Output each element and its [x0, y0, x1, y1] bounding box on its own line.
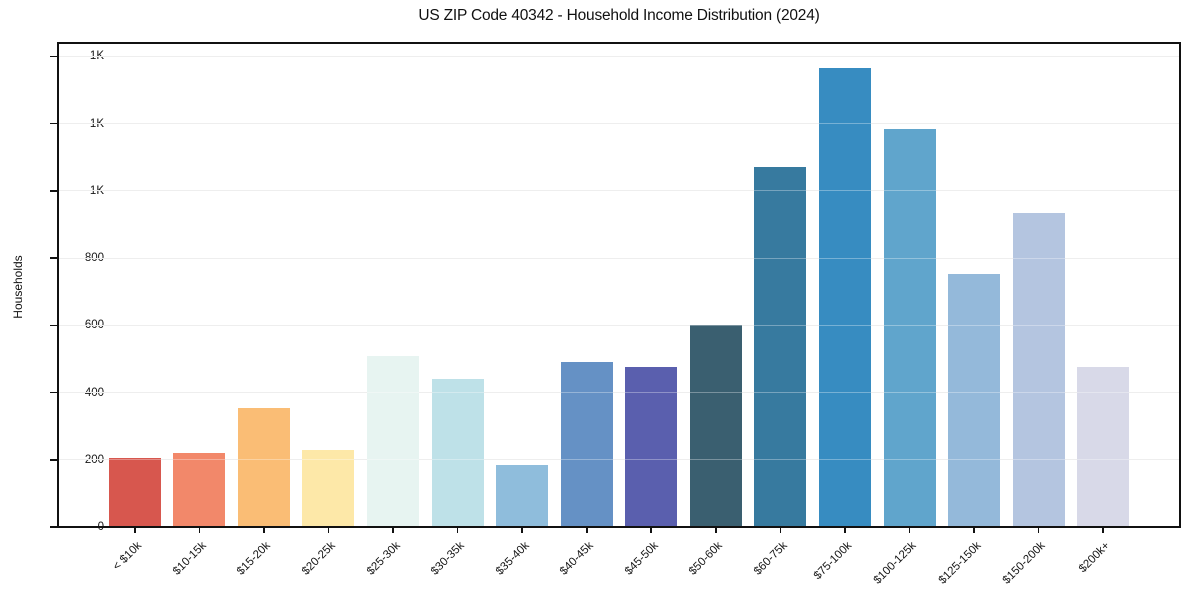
x-tick-label: $15-20k — [235, 539, 274, 578]
x-tick-label: $40-45k — [558, 539, 596, 578]
x-tick-label: $75-100k — [811, 539, 855, 583]
y-tick-mark — [50, 122, 57, 125]
y-tick-mark — [50, 458, 57, 461]
gridline — [58, 123, 1180, 125]
bar-30-35k — [431, 379, 484, 527]
x-tick-label: $125-150k — [936, 539, 984, 587]
plot-spine-bottom — [57, 526, 1181, 528]
x-tick-mark — [715, 528, 717, 533]
y-tick-mark — [50, 391, 57, 394]
gridline-overlay — [58, 55, 1180, 57]
x-tick-mark — [1037, 528, 1040, 533]
bar-125-150k — [948, 274, 1001, 527]
bar-25-30k — [367, 356, 420, 527]
bar-100-125k — [883, 129, 936, 527]
x-tick-label: $50-60k — [687, 539, 726, 578]
x-tick-mark — [134, 528, 136, 533]
x-tick-label: $35-40k — [493, 539, 532, 578]
x-tick-label: $60-75k — [751, 539, 790, 578]
x-tick-label: $20-25k — [299, 539, 338, 578]
bar-20-25k — [302, 449, 355, 527]
x-tick-mark — [650, 528, 653, 533]
x-tick-label: < $10k — [110, 539, 145, 573]
plot-spine-right — [1179, 42, 1181, 528]
y-tick-mark — [50, 190, 57, 192]
y-tick-mark — [50, 55, 57, 58]
gridline-overlay — [58, 190, 1180, 192]
x-tick-mark — [263, 528, 265, 533]
x-tick-label: $200k+ — [1076, 539, 1113, 576]
x-tick-mark — [198, 528, 201, 533]
x-tick-mark — [908, 528, 911, 533]
y-tick-mark — [50, 257, 57, 259]
gridline-overlay — [58, 392, 1180, 394]
x-tick-mark — [585, 528, 588, 533]
x-tick-mark — [779, 528, 782, 533]
bar-45-50k — [625, 367, 678, 527]
bar-40-45k — [560, 362, 613, 527]
gridline — [58, 55, 1180, 57]
gridline — [58, 324, 1180, 326]
gridline-overlay — [58, 324, 1180, 326]
x-tick-label: $10-15k — [170, 539, 209, 578]
gridline — [58, 392, 1180, 394]
x-tick-mark — [844, 528, 846, 533]
bar-50-60k — [689, 324, 742, 527]
gridline — [58, 459, 1180, 461]
x-tick-mark — [327, 528, 330, 533]
bar-75-100k — [818, 67, 871, 527]
y-axis-label: Households — [11, 255, 25, 319]
x-tick-label: $150-200k — [1000, 539, 1048, 587]
x-tick-label: $30-35k — [428, 539, 467, 578]
bar-200k — [1077, 367, 1130, 527]
gridline — [58, 190, 1180, 192]
gridline-overlay — [58, 257, 1180, 259]
x-tick-mark — [521, 528, 523, 533]
y-tick-mark — [50, 526, 57, 528]
x-tick-mark — [1102, 528, 1104, 533]
chart-title: US ZIP Code 40342 - Household Income Dis… — [418, 7, 820, 24]
bar-10k — [108, 458, 161, 527]
gridline-overlay — [58, 459, 1180, 461]
plot-spine-top — [57, 42, 1181, 44]
x-tick-mark — [973, 528, 975, 533]
gridline-overlay — [58, 123, 1180, 125]
bar-60-75k — [754, 166, 807, 527]
bar-35-40k — [496, 464, 549, 527]
bar-10-15k — [173, 453, 226, 527]
plot-area: 02004006008001K1K1K< $10k$10-15k$15-20k$… — [50, 42, 1181, 587]
bar-15-20k — [237, 407, 290, 527]
x-tick-label: $25-30k — [364, 539, 403, 578]
gridline — [58, 257, 1180, 259]
bar-150-200k — [1012, 212, 1065, 527]
x-tick-label: $45-50k — [622, 539, 661, 578]
x-tick-mark — [392, 528, 394, 533]
x-tick-mark — [456, 528, 459, 533]
y-tick-mark — [50, 324, 57, 327]
x-tick-label: $100-125k — [871, 539, 919, 587]
plot-spine-left — [57, 42, 59, 528]
